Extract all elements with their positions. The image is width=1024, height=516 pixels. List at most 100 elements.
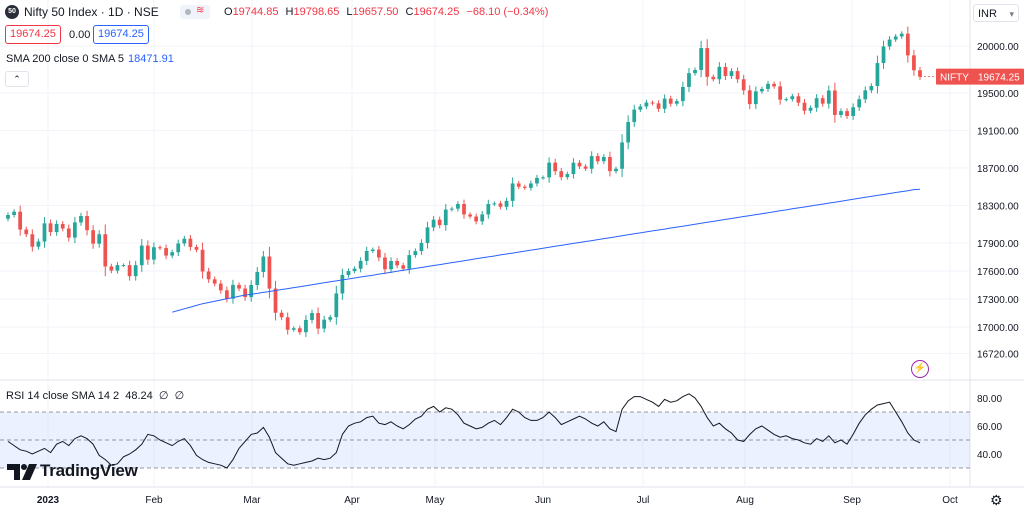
candle bbox=[474, 213, 479, 225]
candle bbox=[383, 252, 387, 274]
candle bbox=[650, 100, 655, 106]
sma-legend[interactable]: SMA 200 close 0 SMA 5 18471.91 bbox=[6, 53, 174, 65]
candle bbox=[711, 74, 716, 82]
candle bbox=[158, 245, 162, 250]
eye-icon bbox=[185, 9, 191, 15]
candle-body bbox=[766, 83, 770, 89]
candle bbox=[796, 92, 801, 106]
candle bbox=[529, 180, 533, 191]
currency-selector[interactable]: INR ▾ bbox=[973, 4, 1019, 22]
candle-body bbox=[443, 209, 448, 226]
rsi-legend[interactable]: RSI 14 close SMA 14 2 48.24 ∅ ∅ bbox=[6, 390, 185, 402]
candle-body bbox=[474, 216, 479, 222]
candle bbox=[516, 180, 521, 190]
candle bbox=[808, 105, 813, 114]
candle bbox=[644, 99, 649, 110]
candle-body bbox=[352, 268, 357, 272]
candle-body bbox=[808, 107, 813, 111]
candle bbox=[334, 285, 339, 325]
candle-body bbox=[522, 186, 527, 188]
candle-body bbox=[747, 90, 752, 105]
candle-body bbox=[918, 70, 922, 77]
candle bbox=[291, 326, 296, 332]
candle-body bbox=[492, 203, 497, 205]
sell-button[interactable]: 19674.25 bbox=[5, 25, 61, 44]
candle-body bbox=[845, 111, 849, 116]
candle bbox=[194, 244, 199, 253]
candle bbox=[535, 174, 539, 187]
time-tick-label: Jun bbox=[535, 495, 551, 506]
candle-body bbox=[486, 204, 491, 215]
sma-label: SMA 200 close 0 SMA 5 bbox=[6, 53, 125, 65]
lightning-icon[interactable]: ⚡ bbox=[911, 360, 929, 378]
candle-body bbox=[255, 271, 260, 285]
candle bbox=[820, 95, 825, 107]
candle bbox=[121, 263, 126, 267]
candle bbox=[6, 212, 10, 222]
candle-body bbox=[498, 203, 503, 207]
candle-body bbox=[456, 203, 460, 209]
buy-button[interactable]: 19674.25 bbox=[93, 25, 149, 44]
candle-body bbox=[857, 99, 862, 108]
candle-body bbox=[261, 256, 266, 272]
candle-body bbox=[285, 317, 290, 330]
badge-label: NIFTY bbox=[940, 73, 969, 84]
candle bbox=[747, 85, 752, 110]
candle-body bbox=[614, 168, 618, 172]
candle-body bbox=[778, 86, 783, 100]
candle-body bbox=[535, 177, 539, 184]
candle-body bbox=[449, 208, 454, 210]
candle-body bbox=[565, 174, 570, 178]
candle-body bbox=[650, 102, 655, 104]
candle-body bbox=[170, 252, 175, 256]
candle-body bbox=[133, 265, 138, 277]
symbol-title[interactable]: Nifty 50 Index · 1D · NSE bbox=[24, 5, 159, 19]
candle bbox=[79, 212, 83, 226]
candle bbox=[608, 151, 612, 177]
candle bbox=[668, 95, 673, 107]
price-change: −68.10 (−0.34%) bbox=[466, 6, 549, 18]
candle bbox=[395, 258, 399, 269]
candle-body bbox=[218, 283, 223, 291]
candle-body bbox=[273, 288, 278, 313]
candle-body bbox=[674, 101, 679, 104]
candle-body bbox=[626, 122, 631, 143]
candle bbox=[377, 245, 381, 262]
candle-body bbox=[839, 111, 843, 115]
candle bbox=[237, 282, 241, 292]
collapse-legend-button[interactable]: ⌃ bbox=[5, 71, 29, 87]
candle-body bbox=[559, 171, 564, 178]
tradingview-logo-icon bbox=[7, 464, 37, 480]
rsi-tick-label: 40.00 bbox=[977, 450, 1002, 461]
candle-body bbox=[760, 88, 764, 92]
candle bbox=[814, 94, 819, 112]
candle-body bbox=[328, 317, 333, 320]
candle-body bbox=[48, 223, 53, 233]
candle-body bbox=[310, 313, 314, 320]
candle-body bbox=[863, 90, 868, 100]
candle bbox=[510, 177, 515, 207]
gear-icon[interactable]: ⚙ bbox=[990, 492, 1003, 508]
sma-line bbox=[172, 188, 921, 313]
candle-body bbox=[407, 255, 412, 269]
candle-body bbox=[383, 257, 387, 270]
time-tick-label: 2023 bbox=[37, 495, 60, 506]
candle bbox=[133, 260, 138, 281]
candle bbox=[249, 280, 254, 302]
candle-body bbox=[875, 63, 880, 87]
candle-body bbox=[826, 90, 831, 104]
rsi-tick-label: 80.00 bbox=[977, 394, 1002, 405]
visibility-toggle-button[interactable]: ≋ bbox=[180, 5, 210, 19]
rsi-line bbox=[7, 393, 921, 469]
candle bbox=[717, 62, 722, 85]
candle-body bbox=[437, 219, 442, 226]
candle-body bbox=[869, 86, 874, 91]
candle bbox=[449, 206, 454, 212]
candle-body bbox=[814, 98, 819, 108]
candle bbox=[85, 210, 89, 236]
candle bbox=[310, 309, 314, 324]
candle bbox=[571, 158, 576, 179]
candle-body bbox=[358, 260, 363, 269]
candle bbox=[443, 204, 448, 231]
